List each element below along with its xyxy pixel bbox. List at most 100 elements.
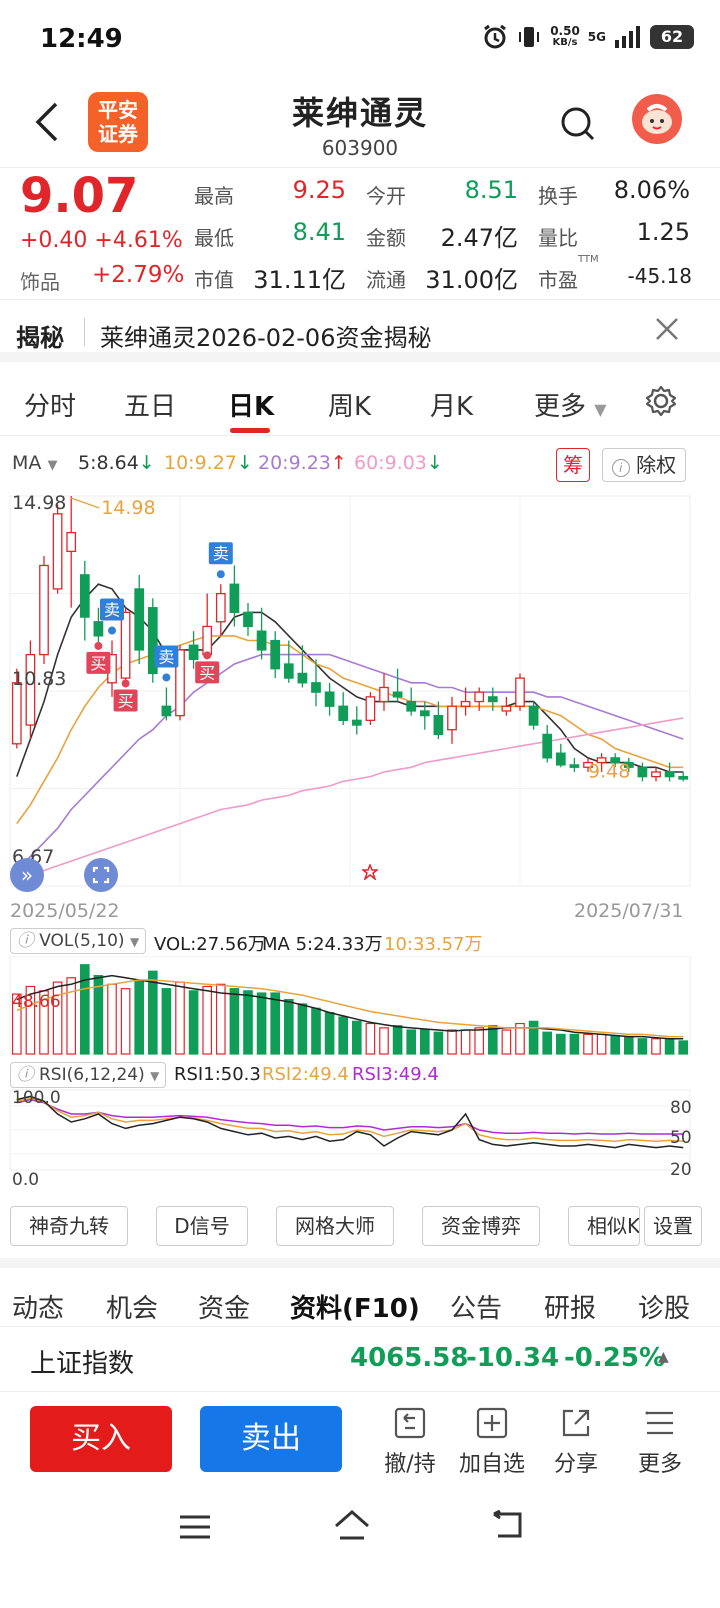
candle[interactable] — [79, 560, 90, 641]
rsi-selector[interactable]: ⓘ RSI(6,12,24) ▼ — [10, 1062, 166, 1088]
search-icon[interactable] — [560, 104, 596, 144]
volume-bar[interactable] — [324, 1012, 335, 1055]
volume-bar[interactable] — [501, 1029, 512, 1055]
volume-bar[interactable] — [25, 985, 36, 1055]
candle[interactable] — [202, 593, 213, 660]
sell-button[interactable]: 卖出 — [200, 1406, 342, 1472]
buy-marker[interactable]: 买 — [113, 679, 138, 712]
tool-fund-game[interactable]: 资金博弈 — [422, 1206, 540, 1246]
chip-distribution-button[interactable]: 筹 — [556, 448, 590, 482]
volume-bar[interactable] — [555, 1033, 566, 1055]
candle[interactable] — [324, 682, 335, 716]
candle[interactable] — [419, 701, 430, 730]
volume-bar[interactable] — [351, 1020, 362, 1055]
tab-research[interactable]: 研报 — [544, 1294, 597, 1324]
tool-similar-k[interactable]: 相似K — [568, 1206, 640, 1246]
volume-bar[interactable] — [270, 992, 281, 1055]
tab-news[interactable]: 动态 — [12, 1294, 65, 1324]
candle[interactable] — [25, 640, 36, 740]
volume-bar[interactable] — [596, 1033, 607, 1055]
sell-marker[interactable]: 卖 — [208, 542, 233, 579]
candle[interactable] — [406, 687, 417, 716]
back-nav-icon[interactable] — [490, 1510, 526, 1542]
candle[interactable] — [555, 743, 566, 768]
more-button[interactable]: 更多 — [620, 1406, 700, 1478]
volume-bar[interactable] — [542, 1031, 553, 1055]
reveal-text[interactable]: 莱绅通灵2026-02-06资金揭秘 — [100, 324, 432, 352]
candle[interactable] — [365, 692, 376, 726]
volume-bar[interactable] — [229, 988, 240, 1055]
volume-selector[interactable]: ⓘ VOL(5,10) ▼ — [10, 928, 146, 954]
volume-bar[interactable] — [528, 1020, 539, 1055]
volume-bar[interactable] — [392, 1025, 403, 1055]
volume-bar[interactable] — [52, 981, 63, 1055]
avatar[interactable] — [632, 94, 682, 144]
volume-bar[interactable] — [433, 1031, 444, 1055]
buy-marker[interactable]: 买 — [86, 641, 111, 674]
candle[interactable] — [243, 603, 253, 636]
volume-bar[interactable] — [175, 981, 185, 1055]
candle[interactable] — [283, 640, 294, 683]
candle[interactable] — [487, 687, 498, 711]
volume-bar[interactable] — [406, 1029, 417, 1055]
candle[interactable] — [664, 762, 675, 782]
candle[interactable] — [270, 631, 281, 679]
volume-bar[interactable] — [256, 992, 267, 1055]
volume-bar[interactable] — [447, 1029, 457, 1055]
candle[interactable] — [569, 757, 580, 772]
candle[interactable] — [39, 556, 49, 665]
candle[interactable] — [501, 696, 512, 716]
volume-bar[interactable] — [460, 1029, 471, 1055]
fund-reveal-bar[interactable]: 揭秘 莱绅通灵2026-02-06资金揭秘 — [0, 300, 720, 362]
volume-bar[interactable] — [419, 1029, 430, 1055]
tool-settings[interactable]: 设置 — [644, 1206, 702, 1246]
add-watchlist-button[interactable]: 加自选 — [452, 1406, 532, 1478]
volume-bar[interactable] — [487, 1025, 498, 1055]
volume-bar[interactable] — [11, 993, 22, 1055]
tool-magic-nine[interactable]: 神奇九转 — [10, 1206, 128, 1246]
candle[interactable] — [392, 668, 403, 702]
candle[interactable] — [297, 645, 308, 688]
volume-bar[interactable] — [134, 979, 145, 1055]
candle[interactable] — [351, 706, 362, 735]
candle[interactable] — [11, 668, 22, 749]
tab-announcement[interactable]: 公告 — [450, 1294, 503, 1324]
gear-icon[interactable] — [644, 384, 678, 418]
volume-bar[interactable] — [93, 975, 104, 1055]
volume-bar[interactable] — [610, 1035, 621, 1055]
tool-grid-master[interactable]: 网格大师 — [276, 1206, 394, 1246]
candle[interactable] — [175, 645, 185, 721]
rsi-chart[interactable] — [0, 1088, 720, 1172]
candle[interactable] — [528, 701, 539, 730]
volume-bar[interactable] — [474, 1027, 485, 1055]
back-arrow-icon[interactable] — [30, 100, 64, 144]
close-icon[interactable] — [654, 316, 680, 342]
candle[interactable] — [256, 607, 267, 660]
tab-f10[interactable]: 资料(F10) — [290, 1294, 420, 1324]
tab-weekly-k[interactable]: 周K — [328, 392, 372, 422]
candle[interactable] — [460, 687, 471, 716]
candle[interactable] — [338, 692, 349, 726]
volume-bar[interactable] — [120, 988, 131, 1055]
candle[interactable] — [583, 757, 593, 772]
tab-daily-k[interactable]: 日K — [228, 392, 275, 422]
sell-marker[interactable]: 卖 — [154, 645, 179, 682]
sell-marker[interactable]: 卖 — [100, 598, 124, 635]
candle[interactable] — [147, 598, 158, 683]
volume-bar[interactable] — [202, 985, 213, 1055]
buy-button[interactable]: 买入 — [30, 1406, 172, 1472]
candle[interactable] — [52, 504, 63, 594]
tab-monthly-k[interactable]: 月K — [430, 392, 474, 422]
volume-bar[interactable] — [79, 964, 90, 1055]
volume-bar[interactable] — [637, 1038, 648, 1055]
event-marker-icon[interactable] — [362, 864, 378, 880]
sector-label[interactable]: 饰品 — [20, 270, 60, 294]
volume-bar[interactable] — [283, 998, 294, 1055]
tab-diagnosis[interactable]: 诊股 — [638, 1294, 691, 1324]
volume-bar[interactable] — [583, 1033, 593, 1055]
volume-bar[interactable] — [365, 1022, 376, 1055]
candle[interactable] — [610, 753, 621, 768]
candle[interactable] — [161, 687, 172, 721]
candle[interactable] — [474, 687, 485, 711]
